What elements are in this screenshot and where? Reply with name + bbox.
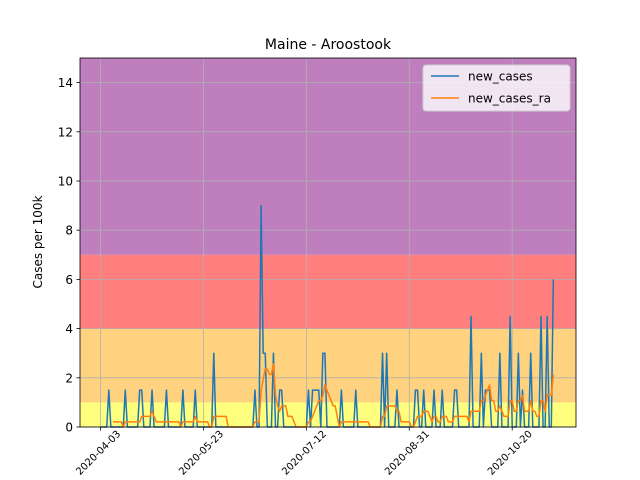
x-tick-label: 2020-04-03 (74, 429, 123, 478)
y-tick-label: 0 (65, 421, 73, 435)
y-tick-label: 8 (65, 224, 73, 238)
legend-box (422, 64, 571, 112)
chart-title: Maine - Aroostook (265, 37, 392, 53)
risk-band (80, 402, 576, 427)
legend-label: new_cases_ra (468, 92, 551, 106)
y-tick-label: 12 (58, 125, 73, 139)
y-tick-label: 6 (65, 273, 73, 287)
x-tick-label: 2020-10-20 (486, 429, 535, 478)
y-axis-label: Cases per 100k (31, 195, 45, 288)
x-tick-label: 2020-05-23 (177, 429, 226, 478)
y-tick-label: 10 (58, 175, 73, 189)
plot-frame (79, 57, 577, 428)
y-tick-label: 14 (58, 76, 73, 90)
risk-band (80, 254, 576, 329)
data-line (112, 363, 555, 428)
x-tick-label: 2020-07-12 (280, 429, 329, 478)
legend-label: new_cases (468, 70, 533, 84)
x-tick-label: 2020-08-31 (383, 429, 432, 478)
y-tick-label: 2 (65, 371, 73, 385)
risk-band (80, 328, 576, 403)
y-tick-label: 4 (65, 322, 73, 336)
